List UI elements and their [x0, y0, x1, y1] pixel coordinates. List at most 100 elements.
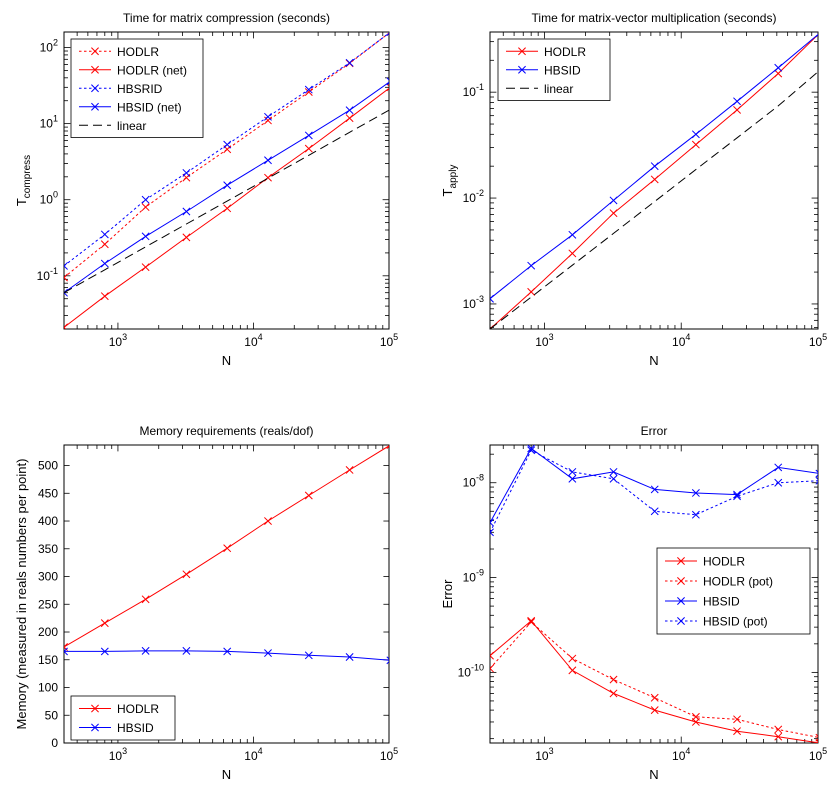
data-point — [650, 693, 659, 702]
y-tick-label: 101 — [40, 114, 58, 131]
data-point — [141, 595, 150, 604]
series-line — [64, 650, 389, 661]
data-point — [774, 478, 783, 487]
data-point — [691, 130, 700, 139]
data-point — [609, 675, 618, 684]
y-axis-label: Tcompress — [14, 155, 33, 206]
x-tick-label: 104 — [672, 746, 690, 763]
data-point — [223, 181, 232, 190]
legend-item: HODLR (pot) — [665, 575, 773, 589]
data-point — [609, 474, 618, 483]
series-line — [490, 449, 818, 533]
legend: HODLR HBSID — [70, 695, 176, 741]
data-point — [774, 732, 783, 741]
data-point — [774, 725, 783, 734]
data-point — [141, 232, 150, 241]
data-point — [691, 140, 700, 149]
legend-item: linear — [79, 119, 146, 133]
x-tick-label: 104 — [244, 746, 262, 763]
data-point — [182, 570, 191, 579]
series-line — [490, 71, 818, 329]
data-point — [733, 727, 742, 736]
data-point — [304, 88, 313, 97]
chart-title: Time for matrix compression (seconds) — [123, 11, 330, 25]
data-point — [100, 259, 109, 268]
data-point — [568, 654, 577, 663]
data-point — [100, 292, 109, 301]
legend-label: linear — [544, 82, 573, 96]
data-point — [264, 649, 272, 658]
data-point — [64, 273, 68, 282]
data-point — [650, 485, 659, 494]
data-point — [64, 323, 68, 329]
data-point — [774, 69, 783, 78]
data-point — [490, 528, 494, 537]
data-point — [815, 476, 818, 485]
data-point — [345, 653, 354, 661]
y-tick-label: 100 — [40, 190, 58, 207]
y-tick-label: 10-1 — [37, 266, 58, 283]
series-hbsid — [490, 32, 818, 303]
legend-item: HBSID — [79, 721, 154, 735]
legend-marker — [677, 577, 685, 585]
series-hodlr — [490, 616, 818, 743]
legend-item: HBSRID — [79, 82, 163, 96]
legend-item: HODLR — [79, 702, 159, 716]
data-point — [733, 492, 742, 501]
y-tick-label: 100 — [38, 681, 58, 695]
x-axis-label: N — [649, 767, 658, 782]
legend-marker — [91, 723, 99, 732]
data-point — [304, 651, 313, 660]
axes-frame — [63, 444, 390, 744]
y-tick-label: 150 — [38, 653, 58, 667]
data-point — [650, 706, 659, 715]
plot-area — [64, 32, 389, 329]
data-point — [815, 733, 818, 742]
data-point — [568, 666, 577, 675]
legend-marker — [91, 704, 99, 713]
data-point — [490, 651, 494, 660]
legend-marker — [91, 65, 99, 74]
data-point — [774, 463, 783, 472]
series-line — [64, 109, 389, 294]
data-point — [691, 510, 700, 519]
legend-item: HBSID (net) — [79, 100, 182, 114]
y-tick-label: 10-2 — [463, 188, 484, 205]
data-point — [527, 287, 536, 296]
data-point — [733, 715, 742, 724]
legend-label: HBSID (pot) — [703, 615, 768, 629]
x-tick-label: 103 — [109, 332, 127, 349]
data-point — [527, 618, 536, 626]
legend-item: HODLR — [665, 555, 745, 569]
series-hodlr-net — [64, 83, 389, 329]
data-point — [568, 230, 577, 239]
data-point — [650, 162, 659, 171]
data-point — [386, 445, 389, 449]
data-point — [141, 646, 150, 655]
series-linear — [490, 71, 818, 329]
legend-label: HODLR (net) — [117, 63, 187, 77]
y-tick-label: 400 — [38, 514, 58, 528]
data-point — [182, 233, 191, 242]
legend-box — [70, 695, 176, 741]
x-axis-label: N — [222, 353, 231, 368]
series-linear — [64, 109, 389, 294]
data-point — [650, 175, 659, 184]
y-tick-label: 250 — [38, 597, 58, 611]
legend-marker — [91, 47, 99, 56]
data-point — [609, 209, 618, 218]
series-line — [490, 621, 818, 738]
y-axis-label: Memory (measured in reals numbers per po… — [14, 459, 29, 730]
x-tick-label: 103 — [535, 746, 553, 763]
data-point — [100, 619, 109, 628]
x-tick-label: 104 — [244, 332, 262, 349]
legend-box — [70, 38, 204, 138]
y-tick-label: 200 — [38, 625, 58, 639]
legend-item: HODLR (net) — [79, 63, 187, 77]
y-tick-label: 300 — [38, 570, 58, 584]
data-point — [345, 114, 354, 123]
data-point — [774, 63, 783, 72]
data-point — [182, 168, 191, 177]
y-tick-label: 102 — [40, 38, 58, 55]
